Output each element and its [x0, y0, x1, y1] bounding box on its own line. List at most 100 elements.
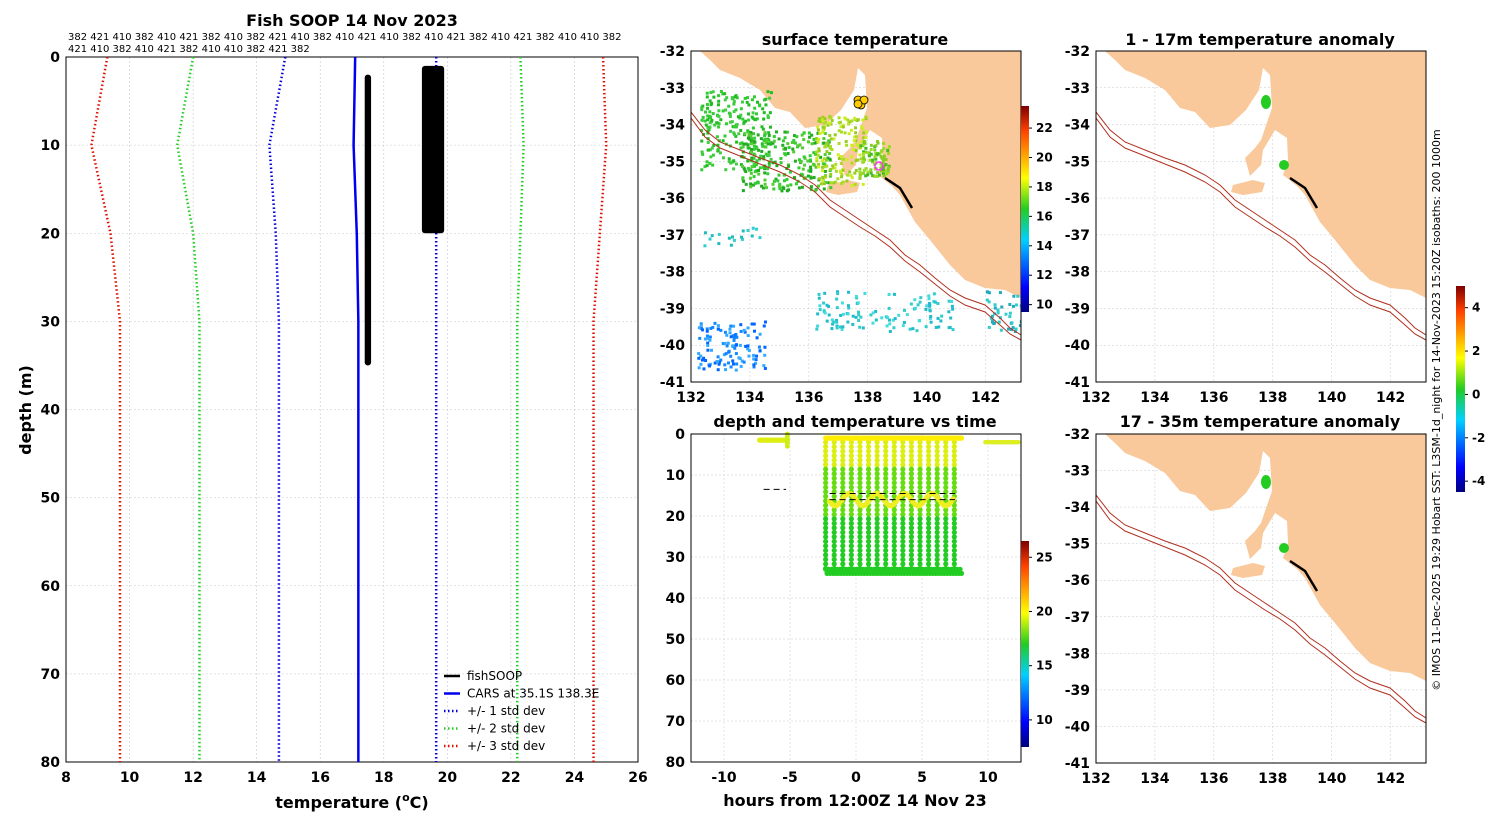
depthtime-point: [848, 453, 854, 459]
sst-pixel: [750, 165, 754, 169]
sst-pixel: [752, 132, 756, 136]
surface-ytick-label: -39: [660, 301, 685, 317]
depthtime-point: [874, 444, 880, 450]
sst-pixel: [786, 142, 790, 146]
depthtime-point: [908, 439, 915, 445]
sst-pixel: [880, 156, 884, 160]
sst-pixel: [806, 140, 810, 144]
depthtime-point: [900, 516, 906, 522]
depthtime-point: [951, 511, 957, 517]
surface-colorbar: [1021, 106, 1029, 312]
anom1-xtick-label: 136: [1199, 390, 1228, 406]
depthtime-ytick-label: 70: [666, 714, 686, 730]
sst-pixel: [741, 164, 745, 168]
sst-pixel: [828, 133, 832, 137]
sst-pixel: [743, 96, 747, 100]
sst-pixel: [817, 177, 821, 181]
sst-pixel: [710, 146, 714, 150]
sst-pixel: [844, 140, 848, 144]
sst-pixel: [706, 348, 710, 352]
sst-pixel: [913, 306, 917, 310]
depthtime-point: [857, 471, 863, 477]
sst-pixel: [785, 130, 789, 134]
sst-pixel: [769, 142, 773, 146]
sst-pixel: [783, 147, 787, 151]
sst-pixel: [762, 117, 766, 121]
sst-pixel: [803, 163, 807, 167]
depthtime-point: [865, 453, 872, 459]
depthtime-point: [943, 552, 949, 558]
anomaly-cbtick-label: -2: [1472, 431, 1485, 445]
anomaly-1-17m-panel: 1 - 17m temperature anomaly 132 134 136 138…: [1065, 30, 1427, 406]
depthtime-point: [943, 543, 949, 549]
sst-pixel: [839, 154, 843, 158]
depthtime-point: [840, 471, 846, 477]
sst-pixel: [725, 344, 729, 348]
sst-pixel: [755, 147, 759, 151]
sst-pixel: [869, 143, 873, 147]
depthtime-point: [943, 484, 949, 490]
sst-pixel: [989, 316, 993, 320]
sst-pixel: [749, 142, 753, 146]
depthtime-point: [874, 462, 880, 468]
sst-pixel: [887, 318, 891, 322]
depthtime-point: [926, 525, 932, 531]
sst-pixel: [866, 170, 870, 174]
depthtime-cbtick-label: 10: [1036, 713, 1053, 727]
sst-pixel: [749, 130, 753, 134]
sst-pixel: [791, 147, 795, 151]
depthtime-point: [848, 525, 854, 531]
depthtime-point: [943, 538, 949, 545]
depthtime-point: [823, 538, 829, 545]
sst-pixel: [875, 153, 879, 157]
profile-ytick-label: 50: [41, 491, 61, 507]
sst-pixel: [830, 148, 834, 152]
sst-pixel: [717, 122, 721, 126]
sst-pixel: [792, 134, 796, 138]
surface-land: [700, 51, 1021, 298]
sst-pixel: [739, 364, 743, 368]
sst-pixel: [773, 160, 777, 164]
depthtime-point: [848, 511, 854, 517]
sst-pixel: [1009, 328, 1013, 332]
depthtime-point: [891, 448, 897, 454]
sst-pixel: [719, 118, 723, 122]
sst-pixel: [724, 352, 728, 356]
sst-pixel: [858, 176, 862, 180]
sst-pixel: [869, 152, 873, 156]
sst-pixel: [829, 181, 833, 185]
sst-pixel: [709, 91, 713, 95]
sst-pixel: [828, 174, 832, 178]
sst-pixel: [817, 119, 821, 123]
depthtime-point: [943, 556, 949, 563]
sst-pixel: [764, 97, 768, 101]
sst-pixel: [864, 174, 868, 178]
depthtime-point: [900, 561, 906, 567]
depthtime-point: [848, 457, 854, 463]
depthtime-point: [857, 511, 863, 517]
sst-pixel: [884, 163, 888, 167]
anom1-axes-box: [1095, 50, 1427, 383]
sst-pixel: [755, 112, 759, 116]
sst-pixel: [705, 327, 709, 331]
sst-pixel: [782, 186, 786, 190]
profile-ytick-label: 70: [41, 667, 61, 683]
sst-pixel: [876, 174, 880, 178]
depthtime-point: [831, 516, 837, 522]
depthtime-point: [823, 525, 829, 531]
sst-pixel: [830, 119, 834, 123]
depthtime-point: [951, 561, 957, 567]
sst-pixel: [727, 104, 731, 108]
sst-pixel: [802, 155, 806, 159]
sst-pixel: [841, 312, 845, 316]
sst-pixel: [824, 174, 828, 178]
sst-pixel: [725, 96, 729, 100]
depthtime-point: [951, 502, 957, 508]
sst-pixel: [777, 173, 781, 177]
depthtime-point: [900, 444, 906, 450]
depthtime-point: [943, 511, 949, 517]
sst-pixel: [816, 125, 820, 129]
sst-pixel: [821, 115, 825, 119]
sst-pixel: [856, 301, 860, 305]
depthtime-point: [874, 439, 880, 445]
